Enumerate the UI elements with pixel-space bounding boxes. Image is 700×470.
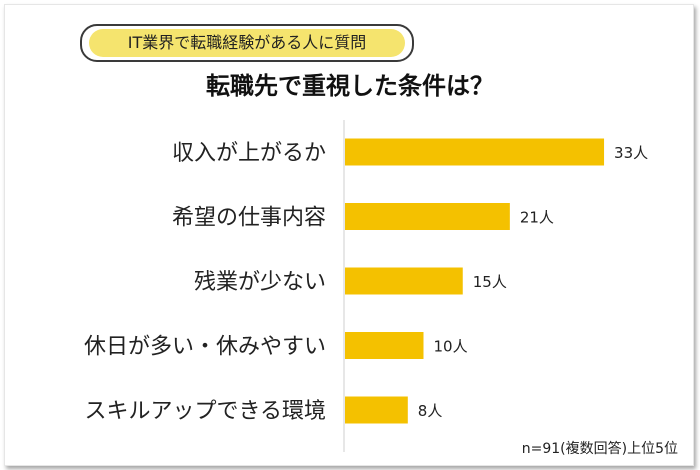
chart-card: [4, 4, 694, 466]
data-label: 15人: [473, 273, 507, 291]
bar: [345, 203, 510, 230]
bar: [345, 332, 424, 359]
badge-highlight: [89, 29, 405, 57]
data-label: 21人: [520, 209, 554, 227]
bar: [345, 267, 463, 295]
chart-title: 転職先で重視した条件は？: [206, 72, 494, 100]
category-label: 収入が上がるか: [172, 141, 326, 166]
category-label: 希望の仕事内容: [172, 206, 326, 231]
category-label: 休日が多い・休みやすい: [84, 335, 326, 360]
bar: [345, 138, 605, 166]
data-label: 8人: [418, 402, 443, 420]
bar: [345, 396, 408, 424]
category-label: 残業が少ない: [194, 270, 326, 295]
data-label: 10人: [434, 338, 468, 356]
badge-text: IT業界で転職経験がある人に質問: [127, 33, 367, 52]
category-label: スキルアップできる環境: [84, 399, 326, 424]
question-badge: IT業界で転職経験がある人に質問: [80, 24, 414, 62]
data-label: 33人: [614, 144, 648, 162]
footnote: n=91(複数回答)上位5位: [521, 441, 678, 457]
